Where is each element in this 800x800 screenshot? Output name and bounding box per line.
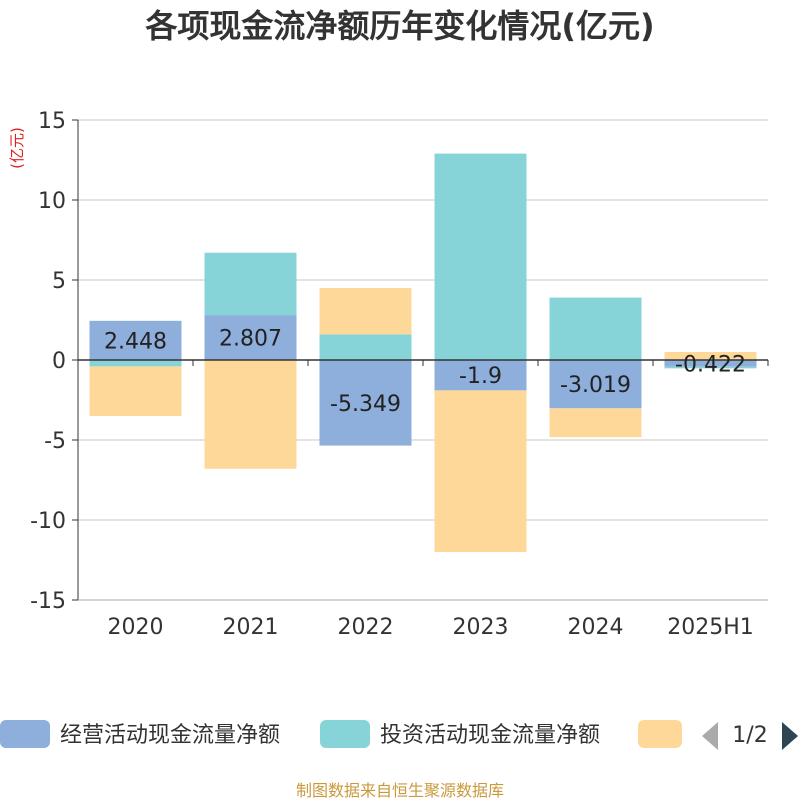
data-label-2021: 2.807 <box>219 327 282 352</box>
bar-2023-series-1[interactable] <box>434 153 527 360</box>
bar-2020-series-0[interactable] <box>89 320 182 360</box>
bar-2025H1-series-1[interactable] <box>664 366 757 369</box>
x-tick-label: 2024 <box>568 615 624 640</box>
y-axis-unit: (亿元) <box>8 127 26 169</box>
bar-2025H1-series-2[interactable] <box>664 352 757 360</box>
y-tick-label: 0 <box>52 349 66 374</box>
legend-swatch-2[interactable] <box>638 720 682 748</box>
bar-2022-series-1[interactable] <box>319 334 412 360</box>
bar-2024-series-2[interactable] <box>549 408 642 438</box>
legend-swatch-1[interactable] <box>320 720 370 748</box>
data-label-2020: 2.448 <box>104 329 167 354</box>
chart-title: 各项现金流净额历年变化情况(亿元) <box>145 7 654 45</box>
legend-prev-page-icon[interactable] <box>702 722 718 750</box>
data-label-2024: -3.019 <box>560 373 631 398</box>
legend-page-indicator: 1/2 <box>732 723 767 748</box>
data-label-2023: -1.9 <box>459 364 502 389</box>
legend-next-page-icon[interactable] <box>782 722 798 750</box>
x-tick-label: 2022 <box>338 615 394 640</box>
x-tick-label: 2025H1 <box>667 615 754 640</box>
bar-2025H1-series-0[interactable] <box>664 360 757 367</box>
bar-2022-series-0[interactable] <box>319 360 412 446</box>
bar-2023-series-2[interactable] <box>434 390 527 552</box>
bar-2021-series-1[interactable] <box>204 252 297 316</box>
data-label-2025H1: -0.422 <box>675 352 746 377</box>
x-tick-label: 2020 <box>108 615 164 640</box>
bar-2023-series-0[interactable] <box>434 360 527 391</box>
bar-2021-series-2[interactable] <box>204 360 297 469</box>
bar-2021-series-0[interactable] <box>204 315 297 360</box>
y-tick-label: -10 <box>30 509 66 534</box>
y-tick-label: 5 <box>52 269 66 294</box>
y-tick-label: 10 <box>38 189 66 214</box>
y-tick-label: -15 <box>30 589 66 614</box>
legend: 经营活动现金流量净额 投资活动现金流量净额 1/2 <box>0 720 798 750</box>
bar-2020-series-2[interactable] <box>89 366 182 416</box>
axes: 15 10 5 0 -5 -10 -15 2020 2021 2022 2023 2024 2025H1 <box>30 109 769 640</box>
y-tick-label: -5 <box>44 429 66 454</box>
legend-label-0[interactable]: 经营活动现金流量净额 <box>60 723 280 748</box>
x-tick-label: 2023 <box>453 615 509 640</box>
bars <box>89 153 757 552</box>
bar-2022-series-2[interactable] <box>319 288 412 335</box>
bar-2024-series-0[interactable] <box>549 360 642 409</box>
legend-label-1[interactable]: 投资活动现金流量净额 <box>380 723 600 748</box>
y-axis-unit-label: (亿元) <box>8 127 26 169</box>
x-tick-label: 2021 <box>223 615 279 640</box>
bar-2020-series-1[interactable] <box>89 360 182 367</box>
source-footer: 制图数据来自恒生聚源数据库 <box>296 781 504 800</box>
y-tick-label: 15 <box>38 109 66 134</box>
bar-2024-series-1[interactable] <box>549 297 642 360</box>
data-labels: 2.448 2.807 -5.349 -1.9 -3.019 -0.422 <box>104 327 746 417</box>
data-label-2022: -5.349 <box>330 392 401 417</box>
legend-swatch-0[interactable] <box>0 720 50 748</box>
